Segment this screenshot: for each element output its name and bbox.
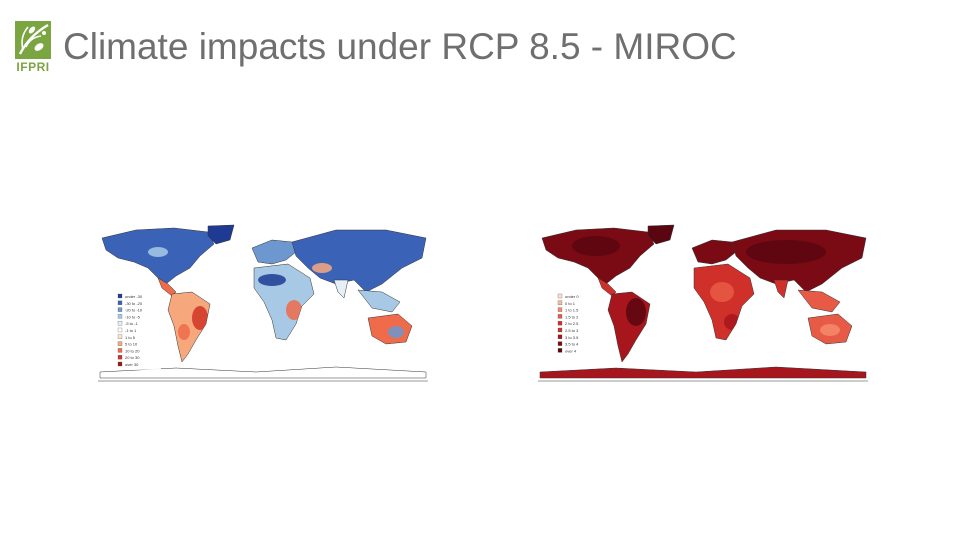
map-region-se-asia — [797, 289, 841, 313]
legend-swatch — [557, 321, 563, 326]
map-region-antarctica — [539, 366, 867, 379]
legend-swatch — [117, 334, 123, 339]
map-legend: under -30 -30 to -20 -20 to -10-10 to -5 -5… — [115, 291, 161, 370]
map-region-greenland — [207, 224, 235, 245]
legend-label: 0 to 1 — [565, 301, 576, 306]
legend-swatch — [117, 355, 123, 360]
map-shading-patch — [820, 324, 840, 336]
map-shading-patch — [148, 247, 168, 257]
legend-swatch — [557, 307, 563, 312]
legend-label: 5 to 10 — [125, 342, 138, 347]
legend-swatch — [117, 361, 123, 367]
legend-swatch — [557, 314, 563, 319]
legend-label: -30 to -20 — [125, 301, 143, 306]
map-region-antarctica — [99, 366, 427, 379]
legend-swatch — [117, 300, 123, 305]
legend-label: -1 to 1 — [125, 328, 137, 333]
map-region-africa — [693, 263, 755, 341]
ifpri-leaf-logo-icon — [15, 21, 51, 59]
map-region-india — [773, 279, 789, 299]
map-shading-patch — [710, 282, 734, 302]
legend-swatch — [117, 348, 123, 353]
map-bottom-frame — [98, 380, 428, 382]
legend-label: 3 to 3.5 — [565, 335, 579, 340]
legend-swatch — [117, 314, 123, 319]
legend-swatch — [557, 300, 563, 305]
legend-label: under 0 — [565, 294, 579, 299]
legend-label: 1 to 1.5 — [565, 308, 579, 313]
legend-label: 2.5 to 3 — [565, 328, 579, 333]
legend-swatch — [117, 293, 123, 299]
legend-label: 2 to 2.5 — [565, 321, 579, 326]
legend-swatch — [557, 334, 563, 339]
legend-swatch — [557, 327, 563, 333]
legend-background — [115, 291, 161, 370]
ifpri-logo: IFPRI — [14, 20, 52, 76]
legend-label: 10 to 20 — [125, 348, 140, 353]
legend-label: -20 to -10 — [125, 308, 143, 313]
slide-title: Climate impacts under RCP 8.5 - MIROC — [63, 26, 737, 67]
temperature-change-map: under 0 0 to 1 1 to 1.5 1.5 to 2 2 to 2.5 2.5… — [536, 222, 870, 384]
legend-label: over 4 — [565, 348, 577, 353]
legend-label: -10 to -5 — [125, 314, 141, 319]
legend-swatch — [117, 321, 123, 326]
map-shading-patch — [626, 298, 646, 326]
map-shading-patch — [388, 326, 404, 338]
legend-swatch — [557, 341, 563, 346]
map-shading-patch — [286, 300, 302, 320]
map-region-europe — [691, 239, 737, 265]
legend-background — [555, 291, 601, 357]
map-shading-patch — [312, 263, 332, 273]
precipitation-change-map: under -30 -30 to -20 -20 to -10 -10 to -5 -5… — [96, 222, 430, 384]
legend-label: 1.5 to 2 — [565, 314, 579, 319]
map-shading-patch — [258, 274, 286, 286]
legend-label: 3.5 to 4 — [565, 342, 579, 347]
legend-label: over 30 — [125, 362, 139, 367]
legend-swatch — [117, 307, 123, 312]
legend-swatch — [557, 348, 563, 353]
logo-text: IFPRI — [16, 60, 50, 74]
map-bottom-frame — [538, 380, 868, 382]
map-region-asia — [291, 229, 427, 293]
legend-label: 1 to 5 — [125, 335, 136, 340]
map-region-india — [333, 279, 349, 299]
map-shading-patch — [746, 240, 826, 264]
legend-label: -5 to -1 — [125, 321, 138, 326]
map-shading-patch — [192, 306, 208, 330]
map-shading-patch — [178, 324, 190, 340]
legend-label: under -30 — [125, 294, 143, 299]
map-shading-patch — [572, 236, 620, 256]
map-legend: under 0 0 to 1 1 to 1.51.5 to 2 2 to 2.5 2.5… — [555, 291, 601, 357]
legend-swatch — [117, 341, 123, 346]
precipitation-change-map-graphic: under -30 -30 to -20 -20 to -10-10 to -5 -5… — [96, 222, 430, 384]
map-region-europe — [251, 239, 297, 265]
temperature-change-map-graphic: under 0 0 to 1 1 to 1.51.5 to 2 2 to 2.5 2.5… — [536, 222, 870, 384]
map-region-greenland — [647, 224, 675, 245]
legend-swatch — [117, 327, 123, 333]
legend-label: 20 to 30 — [125, 355, 140, 360]
map-region-north-america — [541, 227, 655, 285]
map-region-se-asia — [357, 289, 401, 313]
legend-swatch — [557, 293, 563, 299]
